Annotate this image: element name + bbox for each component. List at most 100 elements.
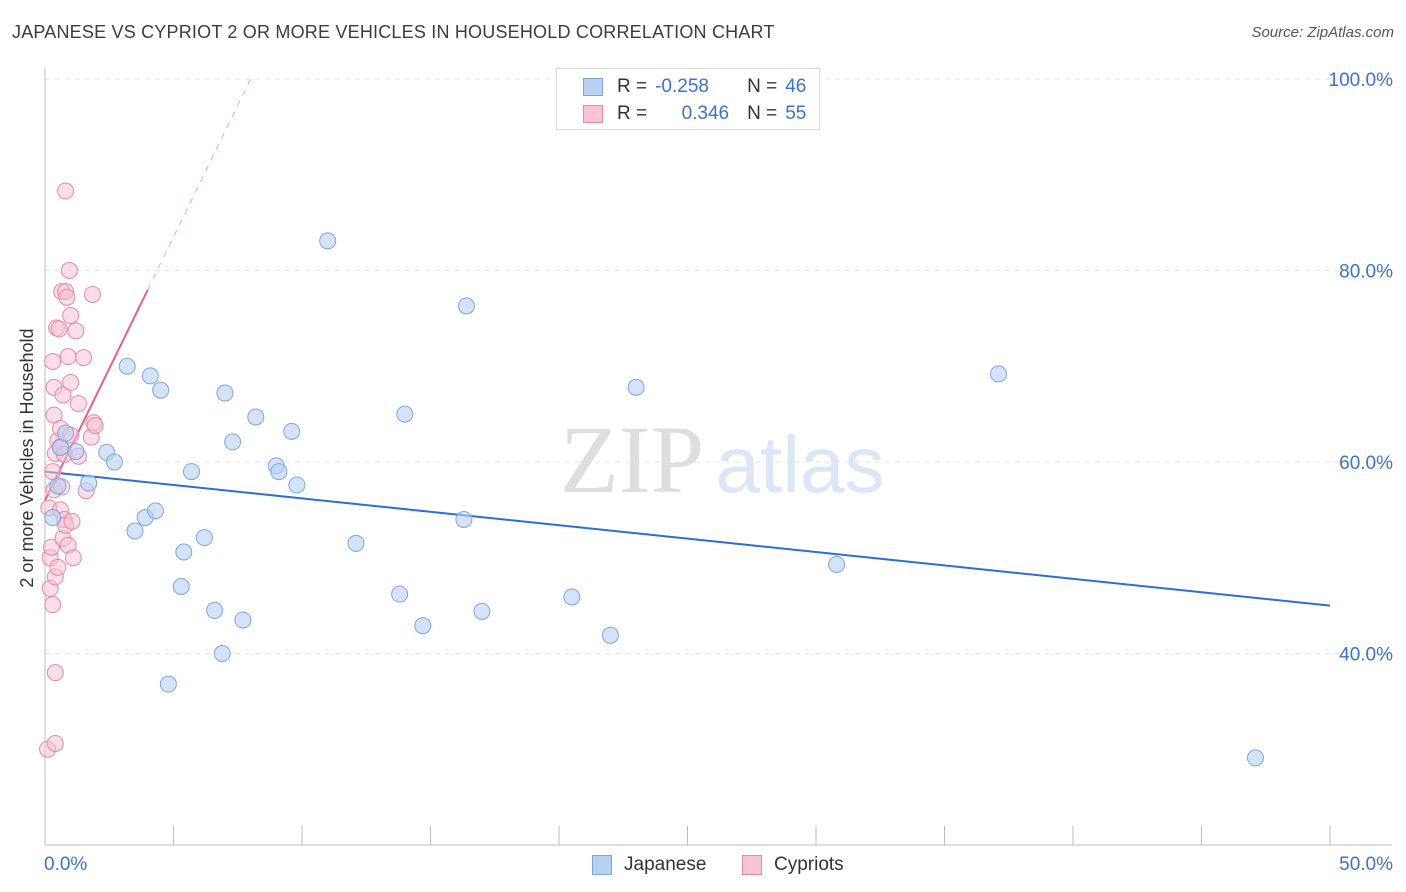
cypriots-point xyxy=(69,395,87,413)
japanese-point xyxy=(175,543,193,561)
cypriots-point xyxy=(84,285,102,303)
watermark: ZIP atlas xyxy=(560,406,884,513)
japanese-point xyxy=(319,232,337,250)
japanese-point xyxy=(206,601,224,619)
japanese-point xyxy=(182,463,200,481)
japanese-point xyxy=(172,577,190,595)
japanese-point xyxy=(347,534,365,552)
cypriots-n-value: 55 xyxy=(785,103,807,124)
japanese-point xyxy=(152,381,170,399)
japanese-point xyxy=(51,439,69,457)
japanese-point xyxy=(1246,749,1264,767)
axes xyxy=(44,68,1392,846)
cypriots-point xyxy=(46,664,64,682)
japanese-legend-label: Japanese xyxy=(624,854,707,875)
japanese-r-label: R = xyxy=(617,76,648,97)
y-axis-label: 2 or more Vehicles in Household xyxy=(17,328,37,587)
japanese-n-value: 46 xyxy=(785,76,807,97)
japanese-point xyxy=(270,463,288,481)
japanese-point xyxy=(49,477,67,495)
cypriots-point xyxy=(44,352,62,370)
data-points xyxy=(39,182,1264,767)
cypriots-point xyxy=(58,288,76,306)
japanese-point xyxy=(195,529,213,547)
japanese-n-label: N = xyxy=(747,76,778,97)
japanese-point xyxy=(224,433,242,451)
cypriots-legend-swatch xyxy=(742,855,762,875)
cypriots-point xyxy=(67,322,85,340)
cypriots-trend-line xyxy=(44,289,149,501)
legend-cypriots[interactable]: Cypriots xyxy=(742,852,844,878)
japanese-point xyxy=(396,405,414,423)
japanese-point xyxy=(80,474,98,492)
japanese-point xyxy=(213,645,231,662)
cypriots-n-label: N = xyxy=(747,103,778,124)
japanese-point xyxy=(473,602,491,620)
y-tick-label: 60.0% xyxy=(1339,453,1393,474)
japanese-point xyxy=(414,617,432,635)
cypriots-point xyxy=(54,386,72,404)
japanese-point xyxy=(44,509,62,527)
cypriots-point xyxy=(86,417,104,435)
japanese-point xyxy=(159,675,177,693)
japanese-point xyxy=(216,384,234,402)
gridlines xyxy=(45,78,1392,654)
cypriots-point xyxy=(75,349,93,367)
japanese-point xyxy=(288,476,306,494)
japanese-trend-line xyxy=(44,470,1331,607)
trend-lines xyxy=(44,78,1331,607)
cypriots-r-label: R = xyxy=(617,103,648,124)
japanese-point xyxy=(234,611,252,629)
japanese-point xyxy=(828,555,846,573)
japanese-point xyxy=(247,408,265,426)
legend-row-japanese: R = -0.258 N = 46 xyxy=(583,74,806,100)
japanese-point xyxy=(118,357,136,375)
japanese-point xyxy=(147,502,165,520)
cypriots-point xyxy=(63,512,81,530)
legend-japanese[interactable]: Japanese xyxy=(592,852,706,878)
cypriots-point xyxy=(46,735,64,753)
correlation-legend: R = -0.258 N = 46 R = 0.346 N = 55 xyxy=(556,68,820,130)
japanese-point xyxy=(141,367,159,385)
cypriots-swatch xyxy=(583,105,603,123)
legend-row-cypriots: R = 0.346 N = 55 xyxy=(583,101,806,127)
cypriots-point xyxy=(57,182,75,200)
cypriots-point xyxy=(62,374,80,392)
cypriots-trend-extension xyxy=(147,78,252,290)
watermark-zip: ZIP xyxy=(560,406,704,513)
japanese-point xyxy=(563,588,581,606)
japanese-point xyxy=(126,522,144,540)
japanese-point xyxy=(57,424,75,442)
japanese-point xyxy=(283,422,301,440)
x-tick-label: 0.0% xyxy=(44,854,87,875)
japanese-point xyxy=(457,297,475,315)
japanese-point xyxy=(391,585,409,603)
cypriots-point xyxy=(62,307,80,325)
watermark-atlas: atlas xyxy=(716,420,885,509)
y-tick-label: 100.0% xyxy=(1329,70,1394,91)
japanese-point xyxy=(627,378,645,396)
cypriots-point xyxy=(42,538,60,556)
cypriots-point xyxy=(50,320,68,338)
cypriots-point xyxy=(59,348,77,366)
cypriots-legend-label: Cypriots xyxy=(774,854,844,875)
cypriots-point xyxy=(64,549,82,567)
japanese-point xyxy=(105,453,123,471)
cypriots-point xyxy=(44,596,62,614)
japanese-r-value: -0.258 xyxy=(655,76,709,97)
cypriots-r-value: 0.346 xyxy=(681,103,730,124)
x-tick-label: 50.0% xyxy=(1339,854,1393,875)
y-tick-label: 80.0% xyxy=(1339,262,1393,283)
japanese-point xyxy=(67,442,85,460)
y-tick-label: 40.0% xyxy=(1339,645,1393,666)
cypriots-point xyxy=(60,262,78,279)
source-label: Source: ZipAtlas.com xyxy=(1251,24,1394,41)
cypriots-point xyxy=(44,463,62,481)
japanese-point xyxy=(989,365,1007,383)
japanese-swatch xyxy=(583,78,603,96)
japanese-legend-swatch xyxy=(592,855,612,875)
chart-title: JAPANESE VS CYPRIOT 2 OR MORE VEHICLES I… xyxy=(12,22,775,42)
cypriots-point xyxy=(49,558,67,576)
japanese-point xyxy=(601,626,619,644)
